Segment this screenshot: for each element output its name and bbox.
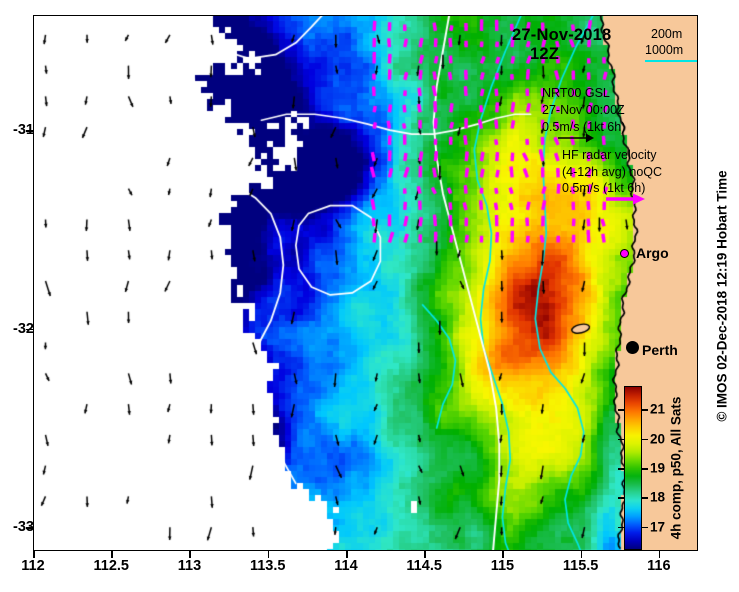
x-tick-label: 113 <box>177 558 202 574</box>
colorbar-tick-mark <box>642 526 648 529</box>
x-tick-mark <box>658 551 661 558</box>
colorbar-tick-label: 21 <box>650 401 666 417</box>
bathy-1000m-label: 1000m <box>645 43 684 57</box>
copyright-notice: © IMOS 02-Dec-2018 12:19 Hobart Time <box>714 170 730 422</box>
y-tick-label: -31 <box>13 122 34 139</box>
x-tick-label: 112 <box>21 558 45 574</box>
title-date: 27-Nov-2018 <box>512 26 612 44</box>
colorbar <box>624 386 642 550</box>
y-tick-mark <box>26 130 33 132</box>
colorbar-tick-label: 20 <box>650 431 666 447</box>
y-tick-mark <box>26 527 33 529</box>
argo-marker-icon[interactable] <box>620 249 629 258</box>
x-tick-mark <box>345 551 348 558</box>
colorbar-tick-mark <box>618 409 624 412</box>
perth-marker-icon[interactable] <box>626 341 639 354</box>
x-tick-label: 112.5 <box>93 558 129 574</box>
bathy-legend-line <box>645 60 697 63</box>
gsl-legend-line3: 0.5m/s (1kt 6h) <box>542 120 626 134</box>
colorbar-tick-mark <box>618 497 624 499</box>
colorbar-tick-mark <box>642 409 648 412</box>
colorbar-tick-label: 19 <box>650 460 666 476</box>
gsl-legend-line1: NRT00 GSL <box>542 86 610 100</box>
argo-marker-label: Argo <box>636 245 669 261</box>
colorbar-tick-label: 18 <box>650 489 666 505</box>
x-tick-label: 115 <box>490 558 515 574</box>
x-tick-label: 114.5 <box>406 558 442 574</box>
title-time: 12Z <box>530 45 560 63</box>
x-tick-mark <box>580 551 583 558</box>
x-tick-mark <box>33 551 35 558</box>
x-tick-mark <box>424 551 426 558</box>
colorbar-tick-mark <box>618 438 624 441</box>
colorbar-tick-mark <box>618 468 624 470</box>
vector-overlay-layer <box>33 15 698 551</box>
colorbar-tick-label: 17 <box>650 519 666 535</box>
gsl-arrow-icon <box>558 133 594 143</box>
x-tick-label: 116 <box>647 558 671 574</box>
x-tick-mark <box>267 551 270 558</box>
y-tick-label: -33 <box>13 519 34 536</box>
bathy-200m-label: 200m <box>651 27 683 41</box>
hf-legend-line2: (4-12h avg) noQC <box>562 165 663 179</box>
y-tick-label: -32 <box>13 320 34 337</box>
perth-marker-label: Perth <box>642 342 678 358</box>
y-tick-mark <box>26 328 33 331</box>
colorbar-tick-mark <box>642 438 648 441</box>
map-plot-area[interactable] <box>33 15 698 551</box>
x-tick-mark <box>111 551 113 558</box>
x-tick-mark <box>502 551 504 558</box>
gsl-legend-line2: 27-Nov 00:00Z <box>542 103 625 117</box>
hf-legend-line1: HF radar velocity <box>562 148 657 162</box>
x-tick-label: 114 <box>334 558 358 574</box>
x-tick-mark <box>189 551 192 558</box>
colorbar-title: 4h comp, p50, All Sats <box>668 396 684 540</box>
x-tick-label: 115.5 <box>562 558 599 574</box>
colorbar-tick-mark <box>642 497 648 499</box>
hf-legend-line3: 0.5m/s (1kt 6h) <box>562 181 646 195</box>
hf-arrow-icon <box>606 193 645 205</box>
x-tick-label: 113.5 <box>249 558 286 574</box>
colorbar-tick-mark <box>642 468 648 470</box>
colorbar-tick-mark <box>618 526 624 529</box>
